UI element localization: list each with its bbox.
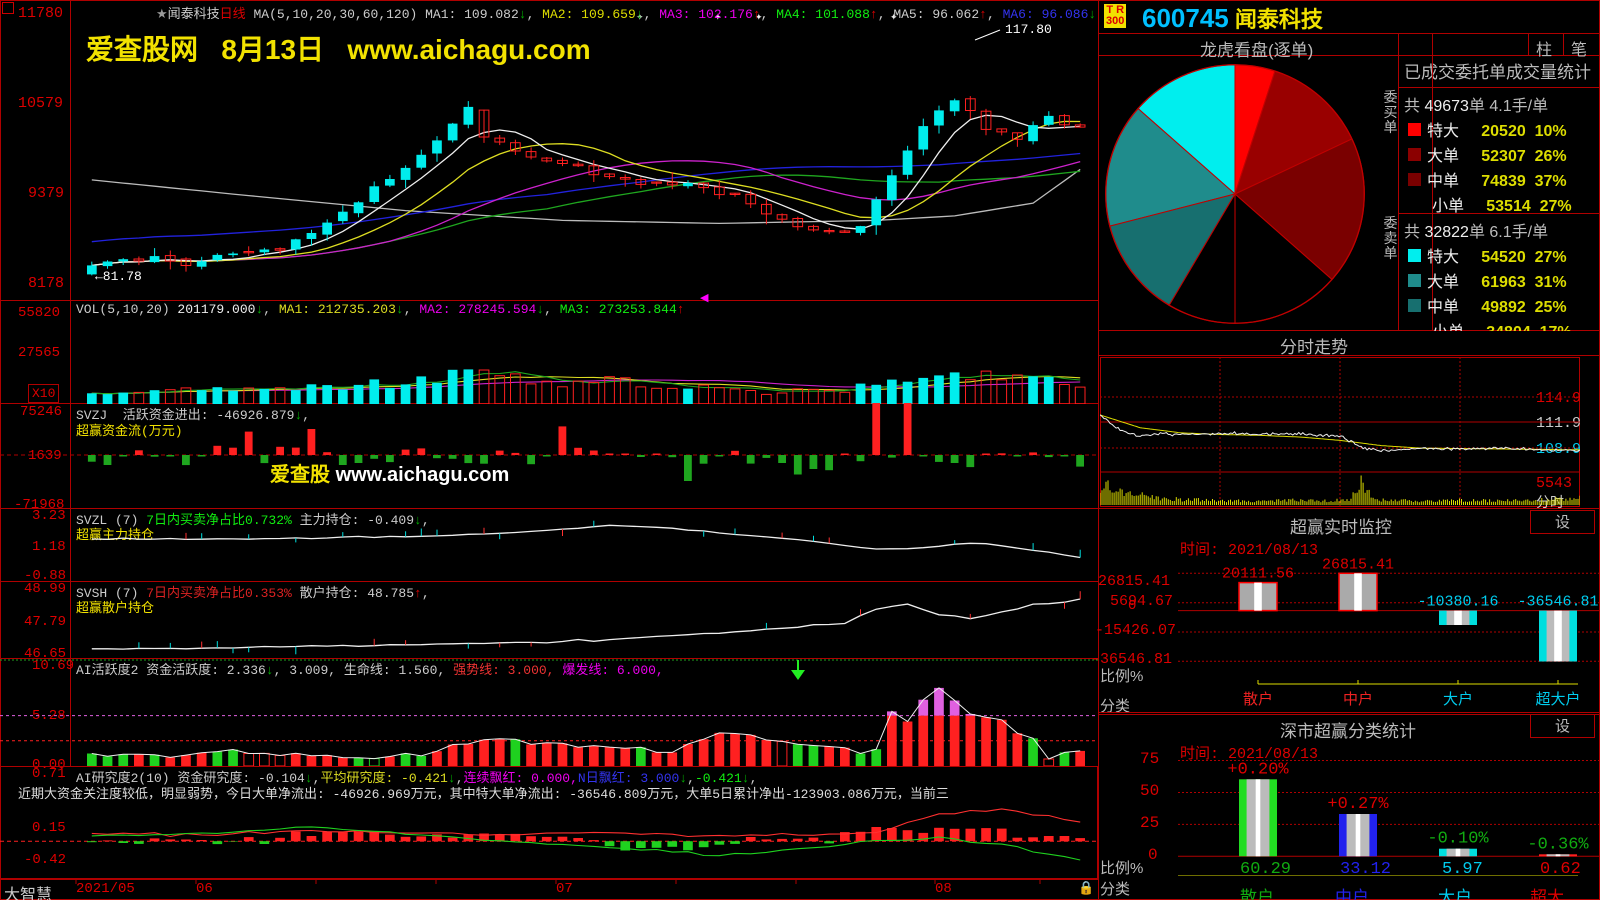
svg-text:-36546.81: -36546.81 — [1517, 594, 1598, 611]
svg-text:-0.10%: -0.10% — [1427, 830, 1489, 849]
svg-text:20111.56: 20111.56 — [1222, 566, 1294, 583]
svg-text:大户: 大户 — [1443, 691, 1473, 708]
svg-text:散户: 散户 — [1243, 691, 1273, 708]
svg-text:中户: 中户 — [1343, 691, 1373, 708]
svg-text:26815.41: 26815.41 — [1322, 556, 1394, 573]
svg-text:-0.36%: -0.36% — [1527, 835, 1589, 854]
svg-text:-10380.16: -10380.16 — [1417, 594, 1498, 611]
svg-text:超大户: 超大户 — [1535, 691, 1580, 708]
svg-text:+0.27%: +0.27% — [1327, 795, 1389, 814]
svg-text:+0.20%: +0.20% — [1227, 760, 1289, 779]
